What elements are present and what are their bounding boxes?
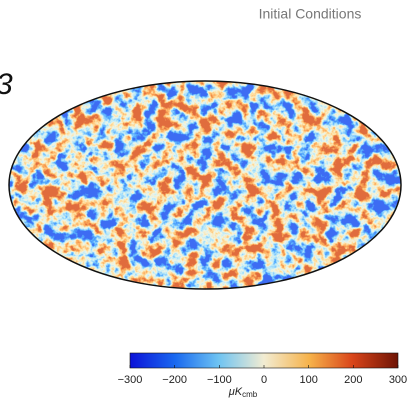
colorbar-tick-label: 100 bbox=[299, 374, 317, 386]
figure-label: 3 bbox=[0, 68, 13, 101]
sky-map bbox=[9, 81, 401, 289]
colorbar-tick-label: −100 bbox=[207, 374, 232, 386]
colorbar-tick-label: 0 bbox=[261, 374, 267, 386]
title: Initial Conditions bbox=[259, 6, 362, 22]
unit-label: μK bbox=[228, 386, 243, 398]
colorbar-tick-label: −200 bbox=[162, 374, 187, 386]
cmb-texture bbox=[9, 81, 401, 289]
page: Initial Conditions 3 μKcmb −300 −200 −100 0… bbox=[0, 0, 407, 401]
colorbar-tick-label: −300 bbox=[118, 374, 143, 386]
colorbar-unit: μKcmb bbox=[228, 386, 258, 399]
colorbar-tick-label: 200 bbox=[344, 374, 362, 386]
colorbar-tick-label: 300 bbox=[389, 374, 407, 386]
screen: Initial Conditions 3 μKcmb −300 −200 −100 0… bbox=[0, 0, 407, 401]
unit-subscript: cmb bbox=[242, 390, 258, 399]
